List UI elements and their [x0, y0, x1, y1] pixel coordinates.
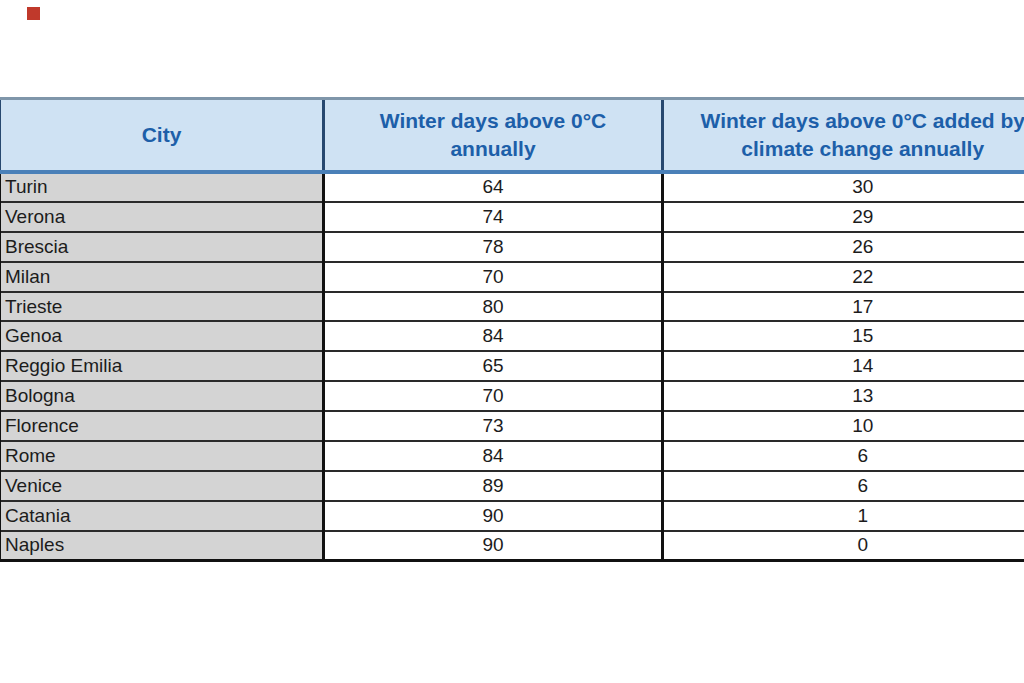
days-cell: 73 — [324, 411, 663, 441]
city-cell: Brescia — [0, 232, 324, 262]
added-cell: 30 — [663, 172, 1024, 202]
city-cell: Trieste — [0, 292, 324, 322]
city-cell: Milan — [0, 262, 324, 292]
added-cell: 1 — [663, 501, 1024, 531]
table-row: Milan 70 22 — [0, 262, 1024, 292]
days-cell: 70 — [324, 381, 663, 411]
added-cell: 26 — [663, 232, 1024, 262]
winter-days-table: City Winter days above 0°C annually Wint… — [0, 97, 1024, 562]
red-marker — [27, 7, 40, 20]
added-cell: 0 — [663, 531, 1024, 561]
table-row: Bologna 70 13 — [0, 381, 1024, 411]
city-cell: Venice — [0, 471, 324, 501]
table-row: Verona 74 29 — [0, 202, 1024, 232]
city-cell: Genoa — [0, 321, 324, 351]
added-cell: 13 — [663, 381, 1024, 411]
days-cell: 90 — [324, 531, 663, 561]
days-cell: 84 — [324, 321, 663, 351]
column-header-city: City — [0, 99, 324, 173]
added-cell: 10 — [663, 411, 1024, 441]
column-header-days: Winter days above 0°C annually — [324, 99, 663, 173]
days-cell: 89 — [324, 471, 663, 501]
table-row: Venice 89 6 — [0, 471, 1024, 501]
added-cell: 22 — [663, 262, 1024, 292]
table-body: Turin 64 30 Verona 74 29 Brescia 78 26 M… — [0, 172, 1024, 561]
city-cell: Verona — [0, 202, 324, 232]
table-row: Naples 90 0 — [0, 531, 1024, 561]
added-cell: 6 — [663, 471, 1024, 501]
table-container: City Winter days above 0°C annually Wint… — [0, 97, 1024, 562]
column-header-added: Winter days above 0°C added by climate c… — [663, 99, 1024, 173]
table-header: City Winter days above 0°C annually Wint… — [0, 99, 1024, 173]
city-cell: Naples — [0, 531, 324, 561]
city-cell: Florence — [0, 411, 324, 441]
table-row: Rome 84 6 — [0, 441, 1024, 471]
page: { "colors": { "header_bg": "#cfe2f3", "h… — [0, 0, 1024, 683]
table-row: Catania 90 1 — [0, 501, 1024, 531]
table-row: Turin 64 30 — [0, 172, 1024, 202]
table-row: Trieste 80 17 — [0, 292, 1024, 322]
city-cell: Rome — [0, 441, 324, 471]
added-cell: 29 — [663, 202, 1024, 232]
days-cell: 64 — [324, 172, 663, 202]
added-cell: 14 — [663, 351, 1024, 381]
days-cell: 78 — [324, 232, 663, 262]
city-cell: Turin — [0, 172, 324, 202]
city-cell: Bologna — [0, 381, 324, 411]
added-cell: 6 — [663, 441, 1024, 471]
table-row: Florence 73 10 — [0, 411, 1024, 441]
header-row: City Winter days above 0°C annually Wint… — [0, 99, 1024, 173]
days-cell: 80 — [324, 292, 663, 322]
days-cell: 90 — [324, 501, 663, 531]
table-row: Reggio Emilia 65 14 — [0, 351, 1024, 381]
days-cell: 70 — [324, 262, 663, 292]
city-cell: Reggio Emilia — [0, 351, 324, 381]
days-cell: 74 — [324, 202, 663, 232]
table-row: Genoa 84 15 — [0, 321, 1024, 351]
city-cell: Catania — [0, 501, 324, 531]
added-cell: 15 — [663, 321, 1024, 351]
table-row: Brescia 78 26 — [0, 232, 1024, 262]
days-cell: 84 — [324, 441, 663, 471]
days-cell: 65 — [324, 351, 663, 381]
added-cell: 17 — [663, 292, 1024, 322]
